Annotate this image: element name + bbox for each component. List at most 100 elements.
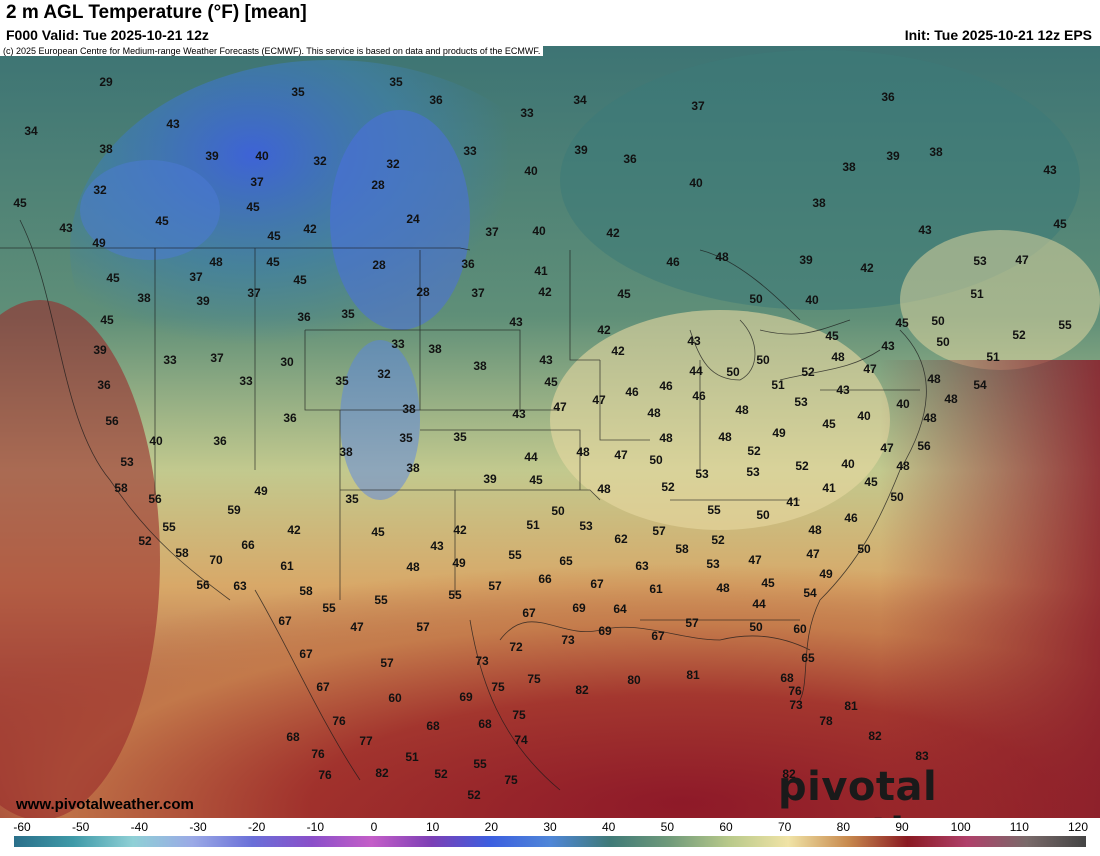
temperature-label: 45 [1053,217,1067,231]
temperature-label: 67 [522,606,536,620]
temperature-label: 33 [520,106,534,120]
temperature-label: 48 [597,482,611,496]
temperature-label: 82 [575,683,589,697]
temperature-label: 32 [386,157,400,171]
website-link[interactable]: www.pivotalweather.com [16,796,194,813]
temperature-label: 40 [255,149,269,163]
temperature-label: 36 [97,378,111,392]
temperature-label: 46 [659,379,673,393]
temperature-label: 67 [651,629,665,643]
temperature-label: 53 [746,465,760,479]
temperature-label: 53 [973,254,987,268]
valid-time: F000 Valid: Tue 2025-10-21 12z [6,27,209,43]
temperature-label: 30 [280,355,294,369]
temperature-label: 39 [574,143,588,157]
temperature-label: 45 [267,229,281,243]
temperature-label: 56 [917,439,931,453]
temperature-label: 43 [836,383,850,397]
colorbar-tick-label: 80 [836,820,851,834]
temperature-label: 37 [189,270,203,284]
temperature-label: 56 [105,414,119,428]
temperature-label: 60 [388,691,402,705]
temperature-label: 57 [416,620,430,634]
temperature-label: 37 [485,225,499,239]
temperature-label: 52 [747,444,761,458]
temperature-label: 52 [711,533,725,547]
temperature-label: 51 [771,378,785,392]
temperature-label: 61 [280,559,294,573]
temperature-label: 49 [452,556,466,570]
temperature-label: 36 [429,93,443,107]
temperature-label: 83 [915,749,929,763]
temperature-label: 53 [706,557,720,571]
colorbar-tick-label: 90 [895,820,909,834]
temperature-label: 32 [93,183,107,197]
temperature-label: 49 [254,484,268,498]
temperature-label: 24 [406,212,420,226]
temperature-label: 48 [716,581,730,595]
temperature-label: 58 [675,542,689,556]
temperature-label: 73 [475,654,489,668]
colorbar-tick-label: 120 [1067,820,1089,834]
temperature-label: 47 [863,362,877,376]
temperature-label: 45 [544,375,558,389]
temperature-label: 43 [1043,163,1057,177]
temperature-label: 45 [895,316,909,330]
colorbar-tick-label: -50 [71,820,90,834]
temperature-label: 42 [453,523,467,537]
temperature-label: 74 [514,733,528,747]
temperature-label: 69 [459,690,473,704]
cold-core-north [330,110,470,330]
temperature-label: 53 [695,467,709,481]
colorbar-fill [14,836,1086,847]
temperature-label: 50 [857,542,871,556]
temperature-label: 42 [860,261,874,275]
temperature-label: 39 [205,149,219,163]
temperature-label: 50 [756,508,770,522]
temperature-label: 56 [148,492,162,506]
temperature-label: 68 [478,717,492,731]
temperature-label: 40 [532,224,546,238]
temperature-label: 38 [402,402,416,416]
temperature-label: 76 [332,714,346,728]
temperature-label: 48 [896,459,910,473]
temperature-label: 45 [864,475,878,489]
temperature-label: 68 [426,719,440,733]
temperature-label: 55 [448,588,462,602]
temperature-label: 48 [944,392,958,406]
temperature-label: 44 [752,597,766,611]
temperature-label: 48 [808,523,822,537]
temperature-label: 39 [196,294,210,308]
temperature-label: 33 [391,337,405,351]
temperature-label: 47 [748,553,762,567]
colorbar-tick-label: 0 [370,820,378,834]
temperature-label: 29 [99,75,113,89]
temperature-label: 47 [806,547,820,561]
northeast-mild-region [900,230,1100,370]
temperature-labels: 29 35 36 34 37 36 35 34 43 33 38 39 40 32 32 33 39 36 39 38… [13,75,1072,802]
temperature-label: 69 [572,601,586,615]
temperature-label: 47 [1015,253,1029,267]
temperature-label: 55 [374,593,388,607]
temperature-label: 67 [278,614,292,628]
temperature-label: 55 [322,601,336,615]
colorbar-tick-label: 110 [1009,820,1029,834]
temperature-label: 43 [59,221,73,235]
temperature-label: 50 [749,292,763,306]
temperature-map[interactable]: 29 35 36 34 37 36 35 34 43 33 38 39 40 32 32 33 39 36 39 38… [0,46,1100,818]
temperature-label: 57 [685,616,699,630]
temperature-label: 40 [689,176,703,190]
temperature-label: 76 [318,768,332,782]
temperature-label: 46 [692,389,706,403]
temperature-label: 76 [788,684,802,698]
temperature-label: 47 [614,448,628,462]
temperature-label: 36 [881,90,895,104]
temperature-label: 37 [210,351,224,365]
temperature-label: 40 [149,434,163,448]
colorbar-tick-label: -20 [247,820,266,834]
temperature-label: 47 [350,620,364,634]
cold-core-west [80,160,220,260]
temperature-label: 40 [857,409,871,423]
temperature-label: 48 [576,445,590,459]
temperature-label: 43 [430,539,444,553]
